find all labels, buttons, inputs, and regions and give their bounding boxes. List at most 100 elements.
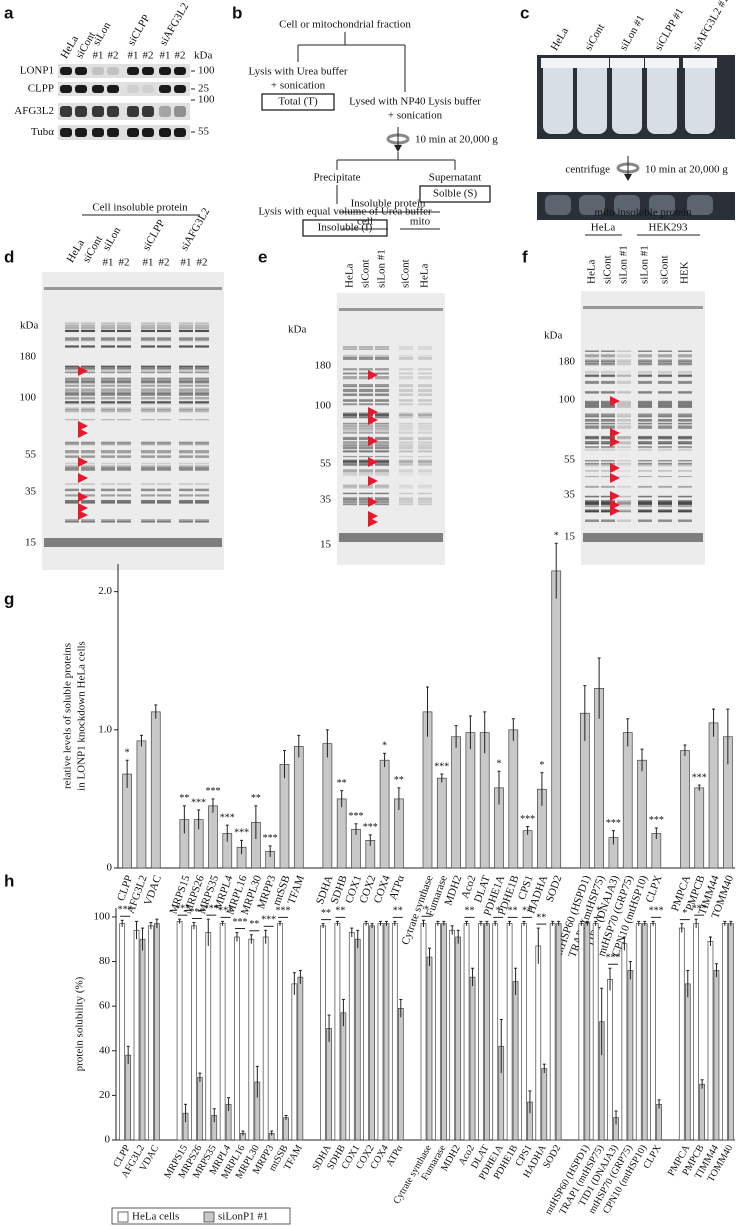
blot-band [92, 106, 104, 117]
gel-band [601, 418, 615, 422]
gel-band [65, 377, 79, 380]
blot-band [127, 128, 139, 137]
gel-band [359, 436, 373, 441]
gel-band [399, 399, 413, 402]
gel-band [101, 393, 115, 396]
gel-band [375, 447, 389, 449]
y-tick-label: 60 [99, 1000, 111, 1012]
gel-band [101, 407, 115, 410]
bar [279, 764, 290, 869]
gel-band [658, 462, 672, 465]
label: Lysed with NP40 Lysis buffer [349, 96, 481, 108]
gel-band [195, 339, 209, 342]
gel-band [101, 325, 115, 328]
gel-band [658, 350, 672, 353]
gel-band [678, 423, 692, 427]
gel-band [65, 329, 79, 331]
gel-band [141, 365, 155, 367]
arrowhead [610, 428, 620, 438]
significance: *** [692, 903, 707, 914]
gel-band [678, 350, 692, 353]
gel-band [81, 407, 95, 410]
gel-band [418, 436, 432, 440]
gel-band [359, 426, 373, 429]
significance: ** [321, 908, 331, 919]
arrowhead [368, 415, 378, 425]
gel-band [141, 388, 155, 392]
significance: *** [363, 822, 378, 833]
gel-band [399, 372, 413, 375]
gel-band [157, 377, 171, 380]
gel-band [585, 460, 599, 462]
gel-band [141, 494, 155, 497]
gel-band [179, 483, 193, 486]
gel-band [101, 330, 115, 333]
gel-band [343, 484, 357, 487]
gel-band [601, 475, 615, 478]
gel-band [638, 503, 652, 506]
gel-band [601, 360, 615, 364]
gel-band [601, 400, 615, 404]
significance: *** [118, 905, 133, 916]
blot-band [159, 67, 171, 75]
gel-band [585, 354, 599, 358]
bar [455, 936, 462, 1141]
gel-band [343, 445, 357, 449]
gel-band [179, 402, 193, 405]
bar [320, 925, 326, 1141]
gel-band [658, 418, 672, 422]
gel-band [399, 403, 413, 406]
gel-band [375, 463, 389, 467]
bar [635, 923, 642, 1141]
blot-band [92, 128, 104, 137]
gel-band [638, 391, 652, 394]
gel-band [343, 498, 357, 500]
gel-band [617, 350, 631, 353]
tube-cap [575, 58, 609, 68]
y-tick-label: 1.0 [98, 723, 112, 735]
significance: * [382, 741, 387, 752]
gel-band [81, 337, 95, 341]
gel-band [117, 322, 131, 325]
gel-band [375, 424, 389, 427]
gel-band [658, 446, 672, 449]
gel-band [101, 450, 115, 454]
gel-band [601, 425, 615, 429]
gel-band [117, 393, 131, 396]
gel-band [101, 488, 115, 492]
bar [197, 1077, 203, 1141]
gel-band [601, 441, 615, 445]
lane-number: #1 [128, 50, 139, 62]
size-marker: 100 [198, 65, 215, 77]
gel-band [157, 400, 171, 403]
gel-band [179, 388, 193, 392]
gel-band [343, 485, 357, 489]
gel-band [101, 365, 115, 370]
gel-band [418, 498, 432, 500]
gel-band [601, 413, 615, 417]
gel-band [195, 494, 209, 497]
gel-band [117, 500, 131, 503]
gel-band [418, 431, 432, 434]
gel-band [141, 467, 155, 471]
gel-band [638, 463, 652, 467]
gel-band [343, 376, 357, 380]
gel-band [585, 441, 599, 445]
gel-band [157, 502, 171, 504]
gel-band [101, 339, 115, 342]
gel-band [418, 368, 432, 371]
gel-band [399, 460, 413, 462]
gel-band [117, 325, 131, 328]
gel-band [101, 502, 115, 504]
gel-band [179, 330, 193, 333]
arrowhead [368, 407, 378, 417]
gel-band [617, 509, 631, 513]
arrowhead [78, 428, 88, 438]
tube [614, 195, 640, 215]
gel-band [343, 438, 357, 440]
gel-band [617, 503, 631, 506]
gel-band [343, 501, 357, 505]
lane-label: HeLa [548, 26, 571, 53]
gel-band [65, 488, 79, 491]
gel-band [617, 475, 631, 478]
